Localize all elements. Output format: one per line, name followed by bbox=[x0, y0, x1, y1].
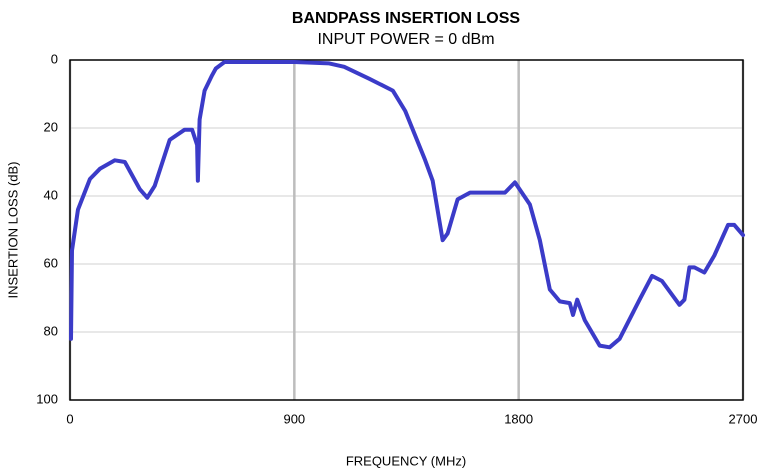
y-axis-label: INSERTION LOSS (dB) bbox=[5, 161, 20, 298]
y-tick-label: 20 bbox=[44, 119, 58, 134]
y-tick-label: 60 bbox=[44, 255, 58, 270]
plot-border bbox=[69, 59, 744, 401]
x-tick-label: 0 bbox=[66, 411, 73, 426]
data-line bbox=[68, 60, 745, 350]
y-tick-label: 40 bbox=[44, 187, 58, 202]
x-axis-label: FREQUENCY (MHz) bbox=[346, 453, 466, 468]
x-tick-label: 2700 bbox=[729, 411, 758, 426]
x-tick-label: 1800 bbox=[504, 411, 533, 426]
y-tick-label: 100 bbox=[36, 391, 58, 406]
x-tick-label: 900 bbox=[283, 411, 305, 426]
chart-title: BANDPASS INSERTION LOSS bbox=[292, 10, 521, 27]
y-tick-label: 80 bbox=[44, 323, 58, 338]
chart-subtitle: INPUT POWER = 0 dBm bbox=[317, 31, 494, 48]
y-tick-label: 0 bbox=[51, 51, 58, 66]
